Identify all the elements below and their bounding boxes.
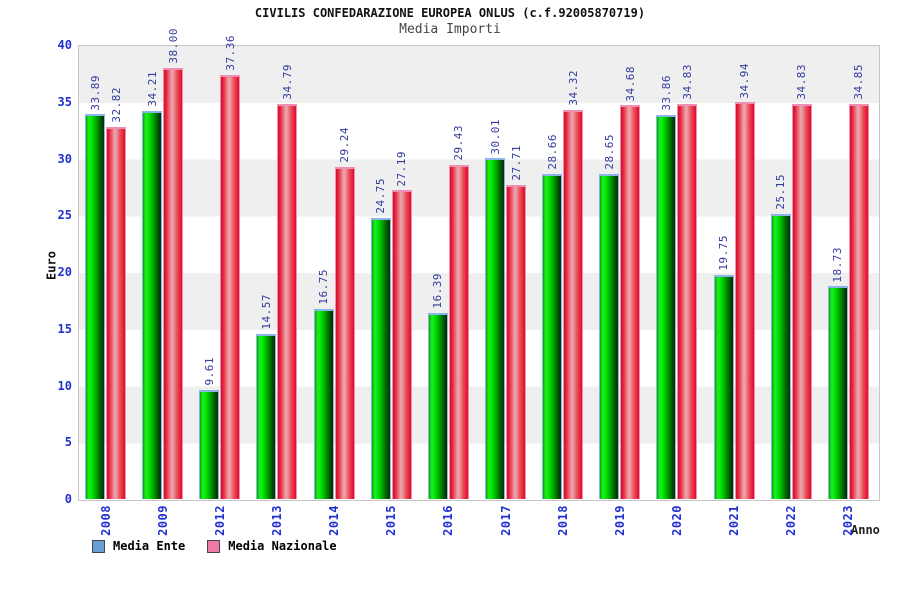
x-tick-2015: 2015 — [380, 505, 402, 536]
bar-media-ente-2021 — [713, 274, 734, 499]
bar-media-nazionale-2016 — [448, 165, 469, 499]
x-tick-text: 2009 — [155, 505, 170, 536]
y-tick-40: 40 — [57, 38, 72, 52]
y-tick-5: 5 — [64, 435, 72, 450]
x-tick-text: 2020 — [669, 505, 684, 536]
x-tick-text: 2015 — [384, 505, 399, 536]
bar-media-nazionale-2015 — [391, 190, 412, 499]
x-tick-2017: 2017 — [495, 505, 517, 536]
bar-media-ente-2012 — [199, 389, 220, 499]
bar-media-nazionale-2013 — [277, 104, 298, 499]
x-tick-2023: 2023 — [837, 505, 859, 536]
bar-media-ente-2018 — [542, 173, 563, 499]
x-tick-2013: 2013 — [266, 505, 288, 536]
bar-media-ente-2015 — [370, 218, 391, 499]
y-tick-20: 20 — [57, 265, 72, 279]
x-tick-text: 2017 — [498, 505, 513, 536]
bar-media-ente-2022 — [770, 213, 791, 499]
bar-media-ente-2017 — [485, 158, 505, 499]
bar-media-nazionale-2014 — [334, 167, 355, 499]
y-tick-15: 15 — [57, 321, 72, 336]
y-tick-25: 25 — [57, 208, 72, 223]
bar-media-ente-2016 — [427, 313, 448, 499]
x-tick-text: 2022 — [784, 505, 799, 536]
bar-media-nazionale-2017 — [506, 184, 526, 499]
bar-media-ente-2008 — [85, 114, 105, 499]
x-tick-text: 2013 — [269, 505, 284, 536]
bar-media-nazionale-2008 — [106, 126, 126, 499]
chart-title: CIVILIS CONFEDARAZIONE EUROPEA ONLUS (c.… — [254, 6, 646, 20]
x-tick-2016: 2016 — [437, 505, 459, 536]
bar-media-ente-2019 — [599, 173, 620, 499]
y-tick-35: 35 — [57, 94, 72, 109]
legend-label-media-nazionale: Media Nazionale — [228, 539, 337, 553]
y-tick-0: 0 — [64, 492, 72, 506]
x-tick-text: 2016 — [441, 505, 456, 536]
legend-swatch-media-ente — [92, 539, 105, 553]
x-tick-text: 2019 — [612, 505, 627, 536]
bar-media-nazionale-2020 — [677, 103, 698, 499]
plot-area — [78, 45, 880, 501]
x-tick-2009: 2009 — [152, 505, 174, 536]
x-tick-text: 2023 — [841, 505, 856, 536]
bar-media-nazionale-2009 — [163, 67, 184, 499]
x-tick-text: 2008 — [98, 505, 113, 536]
x-tick-2022: 2022 — [780, 505, 802, 536]
bar-media-nazionale-2021 — [734, 102, 755, 499]
x-tick-2018: 2018 — [552, 505, 574, 536]
y-tick-10: 10 — [57, 378, 72, 393]
bar-media-nazionale-2012 — [220, 75, 241, 499]
x-axis-title: Anno — [851, 523, 880, 537]
chart-subtitle: Media Importi — [399, 22, 501, 37]
x-tick-2008: 2008 — [95, 505, 117, 536]
x-tick-text: 2021 — [727, 505, 742, 536]
bar-media-nazionale-2022 — [791, 103, 812, 499]
x-tick-text: 2018 — [555, 505, 570, 536]
legend-label-media-ente: Media Ente — [113, 539, 186, 553]
legend-swatch-media-nazionale — [207, 539, 221, 553]
bar-media-ente-2009 — [142, 110, 163, 499]
bar-media-ente-2014 — [313, 308, 334, 499]
legend: Media Ente Media Nazionale — [92, 539, 351, 553]
x-tick-2012: 2012 — [209, 505, 231, 536]
x-tick-2020: 2020 — [666, 505, 688, 536]
x-tick-2019: 2019 — [609, 505, 631, 536]
x-tick-2014: 2014 — [323, 505, 345, 536]
bar-media-ente-2013 — [256, 333, 277, 499]
bar-media-nazionale-2023 — [848, 103, 869, 499]
x-tick-text: 2014 — [327, 505, 342, 536]
bar-media-ente-2023 — [827, 286, 848, 499]
x-tick-2021: 2021 — [723, 505, 745, 536]
x-tick-text: 2012 — [212, 505, 227, 536]
bar-media-nazionale-2018 — [563, 109, 584, 499]
bar-media-ente-2020 — [656, 114, 677, 499]
y-tick-30: 30 — [57, 151, 72, 166]
bar-media-nazionale-2019 — [620, 105, 641, 499]
